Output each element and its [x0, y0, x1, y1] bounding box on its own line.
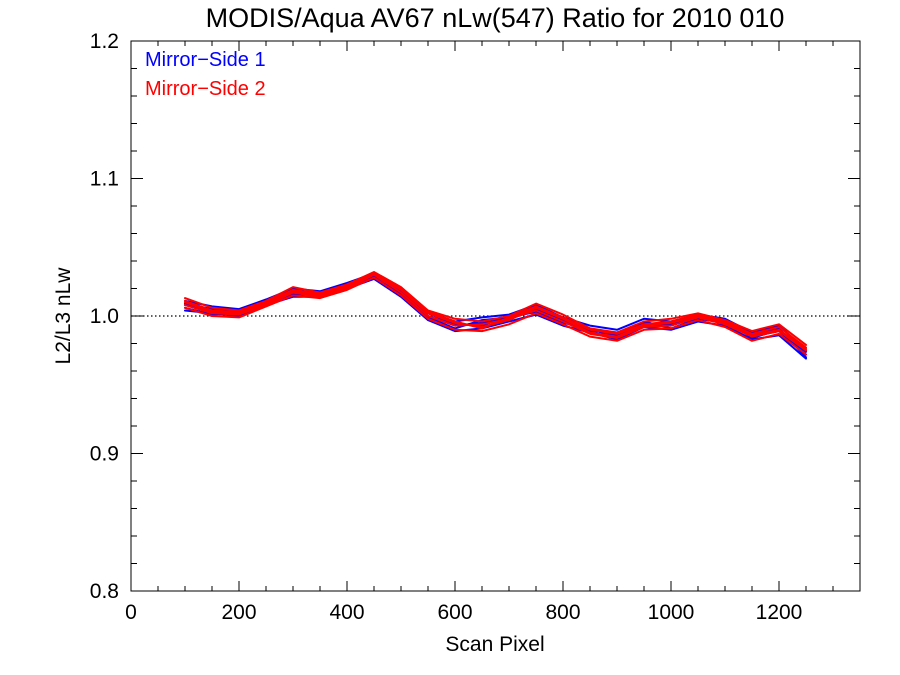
- y-tick-label: 1.2: [90, 30, 119, 53]
- x-axis-label: Scan Pixel: [445, 633, 544, 656]
- y-tick-label: 1.0: [90, 305, 119, 328]
- y-axis-label: L2/L3 nLw: [52, 267, 75, 365]
- x-tick-label: 1200: [756, 601, 803, 624]
- y-tick-label: 0.9: [90, 443, 119, 466]
- x-tick-label: 0: [125, 601, 137, 624]
- mirror-side-2-line-7: [184, 271, 807, 346]
- x-tick-label: 600: [437, 601, 472, 624]
- legend-mirror-side-2: Mirror−Side 2: [145, 78, 266, 100]
- y-tick-label: 1.1: [90, 168, 119, 191]
- plot-frame: [130, 40, 861, 592]
- chart-title: MODIS/Aqua AV67 nLw(547) Ratio for 2010 …: [206, 3, 785, 33]
- legend-mirror-side-1: Mirror−Side 1: [145, 49, 266, 71]
- legend: Mirror−Side 1 Mirror−Side 2: [145, 49, 266, 100]
- mirror-side-1-line-0: [184, 273, 807, 356]
- x-tick-label: 800: [545, 601, 580, 624]
- mirror-side-1-line-2: [184, 272, 807, 352]
- mirror-side-2-line-8: [184, 273, 807, 352]
- series-group: [184, 271, 807, 360]
- x-tick-label: 1000: [648, 601, 695, 624]
- x-tick-label: 200: [221, 601, 256, 624]
- x-tick-label: 400: [329, 601, 364, 624]
- axis-tick-labels: 0 200 400 600 800 1000 1200 0.8 0.9 1.0 1.1 1.2: [90, 30, 803, 624]
- mirror-side-2-line-5: [184, 272, 807, 350]
- mirror-side-2-line-6: [184, 276, 807, 356]
- mirror-side-1-line-4: [184, 275, 807, 353]
- axis-ticks: [130, 40, 861, 592]
- y-tick-label: 0.8: [90, 580, 119, 603]
- mirror-side-2-line-9: [184, 272, 807, 349]
